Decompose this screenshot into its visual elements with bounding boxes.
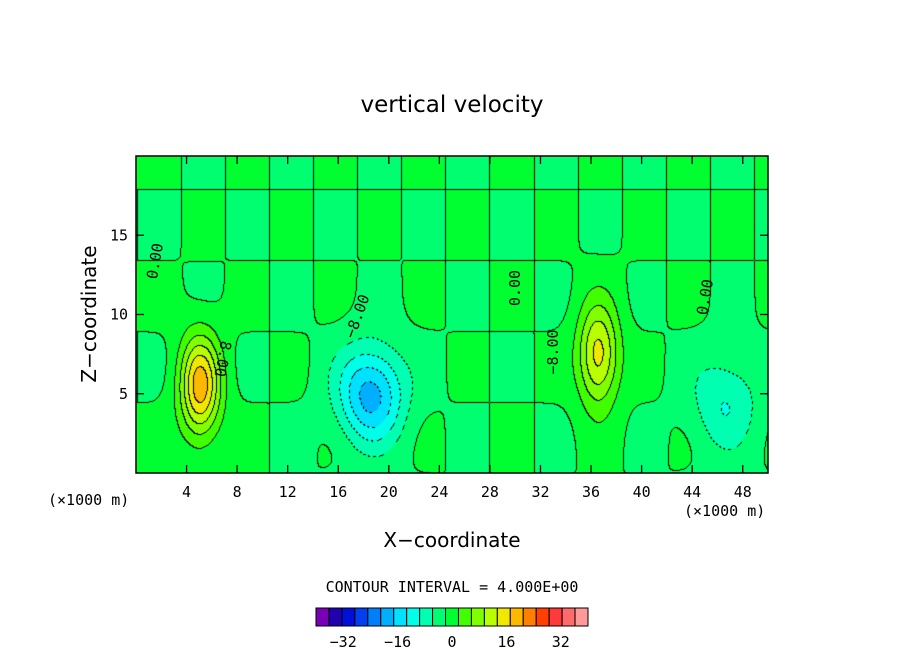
colorbar-swatch bbox=[483, 607, 498, 627]
x-tick-label: 16 bbox=[329, 483, 347, 501]
colorbar-swatch bbox=[328, 607, 343, 627]
colorbar-swatch bbox=[341, 607, 356, 627]
x-unit-left: (×1000 m) bbox=[48, 491, 129, 509]
colorbar-swatch bbox=[432, 607, 447, 627]
x-tick-label: 24 bbox=[430, 483, 448, 501]
colorbar-swatch bbox=[470, 607, 485, 627]
colorbar-swatch bbox=[393, 607, 408, 627]
x-tick-label: 44 bbox=[683, 483, 701, 501]
x-axis-label: X−coordinate bbox=[383, 528, 520, 552]
colorbar-swatch bbox=[354, 607, 369, 627]
colorbar-tick-label: 0 bbox=[447, 633, 456, 651]
colorbar-swatch bbox=[406, 607, 421, 627]
plot-area bbox=[135, 155, 769, 474]
x-tick-label: 48 bbox=[734, 483, 752, 501]
x-tick-label: 8 bbox=[233, 483, 242, 501]
contour-label: 0.00 bbox=[143, 242, 167, 281]
x-tick-label: 32 bbox=[531, 483, 549, 501]
x-tick-label: 20 bbox=[380, 483, 398, 501]
colorbar-swatch bbox=[548, 607, 563, 627]
colorbar-tick-label: −32 bbox=[330, 633, 357, 651]
chart-title: vertical velocity bbox=[361, 92, 544, 118]
y-axis: 5 10 15 bbox=[110, 226, 768, 403]
contour-interval: CONTOUR INTERVAL = 4.000E+00 bbox=[326, 578, 579, 596]
x-tick-label: 4 bbox=[182, 483, 191, 501]
colorbar-swatch bbox=[496, 607, 511, 627]
contour-label: 0.00 bbox=[506, 270, 524, 306]
colorbar-swatch bbox=[380, 607, 395, 627]
colorbar-tick-label: −16 bbox=[384, 633, 411, 651]
x-tick-label: 40 bbox=[633, 483, 651, 501]
y-tick-label: 10 bbox=[110, 306, 128, 324]
contour-label: −8.00 bbox=[544, 329, 562, 374]
contour-label: 8.00 bbox=[211, 340, 235, 379]
x-axis: 4 8 12 16 20 24 28 32 36 40 44 48 bbox=[182, 156, 752, 501]
x-tick-label: 36 bbox=[582, 483, 600, 501]
y-axis-label: Z−coordinate bbox=[77, 245, 101, 382]
colorbar-tick-label: 16 bbox=[497, 633, 515, 651]
colorbar-swatch bbox=[419, 607, 434, 627]
colorbar-swatch bbox=[315, 607, 330, 627]
colorbar-swatch bbox=[522, 607, 537, 627]
colorbar-swatch bbox=[509, 607, 524, 627]
colorbar-swatch bbox=[457, 607, 472, 627]
y-tick-label: 5 bbox=[119, 385, 128, 403]
colorbar-swatch bbox=[561, 607, 576, 627]
colorbar-swatch bbox=[367, 607, 382, 627]
colorbar-swatch bbox=[535, 607, 550, 627]
colorbar: −32 −16 0 16 32 bbox=[315, 607, 589, 651]
x-tick-label: 12 bbox=[279, 483, 297, 501]
contour-label: 0.00 bbox=[693, 278, 717, 317]
velocity-field bbox=[136, 156, 768, 473]
colorbar-swatch bbox=[574, 607, 589, 627]
y-tick-label: 15 bbox=[110, 226, 128, 244]
x-unit-right: (×1000 m) bbox=[684, 502, 765, 520]
x-tick-label: 28 bbox=[481, 483, 499, 501]
colorbar-swatch bbox=[445, 607, 459, 627]
colorbar-tick-label: 32 bbox=[552, 633, 570, 651]
